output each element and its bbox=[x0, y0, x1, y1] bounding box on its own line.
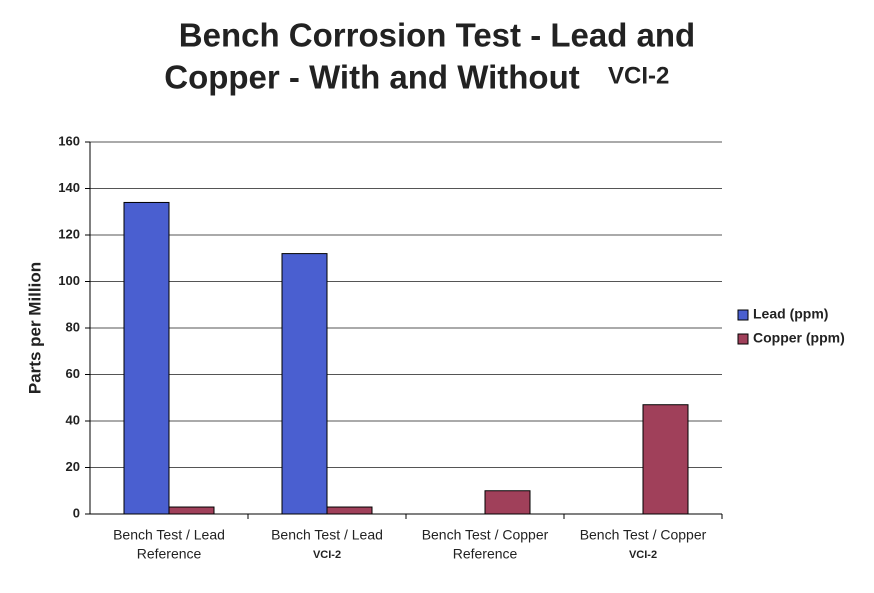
bar bbox=[281, 253, 328, 515]
x-tick-label: Bench Test / Copper bbox=[580, 527, 707, 543]
y-tick-label: 160 bbox=[58, 133, 80, 148]
x-tick-label: VCI-2 bbox=[629, 549, 657, 561]
y-tick-label: 20 bbox=[66, 459, 80, 474]
y-tick-label: 140 bbox=[58, 180, 80, 195]
chart-title-line: Bench Corrosion Test - Lead and bbox=[179, 17, 695, 54]
x-tick-label: Bench Test / Lead bbox=[113, 527, 225, 543]
bar bbox=[642, 404, 689, 515]
legend-label: Lead (ppm) bbox=[753, 306, 828, 322]
y-tick-label: 60 bbox=[66, 366, 80, 381]
y-tick-label: 0 bbox=[73, 505, 80, 520]
legend-swatch bbox=[737, 309, 749, 321]
y-tick-label: 120 bbox=[58, 226, 80, 241]
bar bbox=[326, 506, 373, 515]
x-tick-label: Bench Test / Copper bbox=[422, 527, 549, 543]
bar bbox=[123, 201, 170, 515]
x-tick-label: Reference bbox=[453, 546, 518, 562]
y-tick-label: 40 bbox=[66, 412, 80, 427]
bar bbox=[168, 506, 215, 515]
chart-title-note: VCI-2 bbox=[608, 62, 669, 89]
y-axis-label: Parts per Million bbox=[25, 262, 44, 394]
y-tick-label: 80 bbox=[66, 319, 80, 334]
x-tick-label: Reference bbox=[137, 546, 202, 562]
legend-swatch bbox=[737, 333, 749, 345]
x-tick-label: Bench Test / Lead bbox=[271, 527, 383, 543]
y-tick-label: 100 bbox=[58, 273, 80, 288]
chart-title-line: Copper - With and Without bbox=[164, 59, 579, 96]
bar bbox=[484, 490, 531, 515]
legend-label: Copper (ppm) bbox=[753, 330, 845, 346]
x-tick-label: VCI-2 bbox=[313, 549, 341, 561]
